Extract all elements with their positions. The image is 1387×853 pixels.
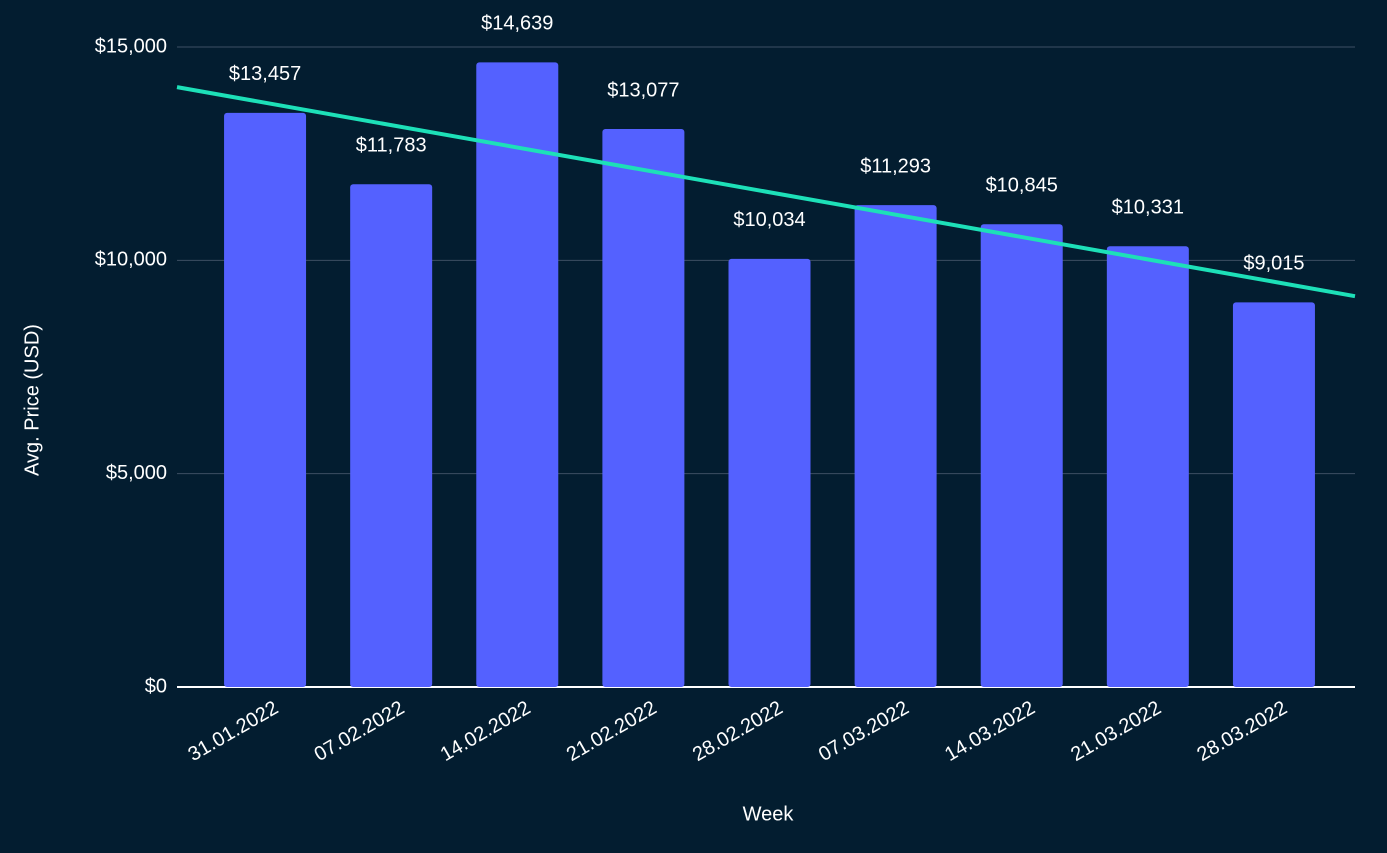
data-label: $11,293	[860, 155, 931, 177]
y-tick-label: $0	[145, 675, 167, 697]
bar	[350, 184, 433, 687]
bar	[854, 205, 937, 687]
data-label: $10,331	[1112, 196, 1184, 218]
x-tick-label: 28.02.2022	[689, 697, 787, 766]
y-tick-label: $15,000	[95, 35, 167, 57]
bar	[980, 224, 1063, 687]
y-axis-title: Avg. Price (USD)	[21, 324, 43, 476]
data-label: $10,034	[733, 209, 805, 231]
x-tick-label: 07.03.2022	[815, 697, 913, 766]
bar	[224, 112, 307, 688]
y-tick-label: $10,000	[95, 249, 167, 271]
y-tick-label: $5,000	[106, 462, 167, 484]
data-label: $10,845	[986, 175, 1058, 197]
data-label: $9,015	[1243, 253, 1304, 275]
x-tick-label: 14.02.2022	[437, 697, 535, 766]
x-axis-title: Week	[743, 803, 795, 825]
data-label: $13,077	[607, 79, 679, 101]
x-tick-label: 31.01.2022	[184, 697, 282, 766]
data-label: $11,783	[356, 135, 427, 157]
x-tick-label: 28.03.2022	[1193, 697, 1291, 766]
data-label: $13,457	[229, 63, 301, 85]
x-tick-label: 21.02.2022	[563, 697, 661, 766]
x-tick-label: 07.02.2022	[311, 697, 409, 766]
bar	[1106, 246, 1189, 687]
bar	[476, 62, 559, 688]
bar	[1232, 302, 1315, 687]
bar	[602, 129, 685, 688]
trendline	[176, 85, 1356, 299]
data-label: $14,639	[481, 13, 553, 35]
x-tick-label: 14.03.2022	[941, 697, 1039, 766]
x-tick-label: 21.03.2022	[1067, 697, 1165, 766]
bar	[728, 258, 811, 687]
